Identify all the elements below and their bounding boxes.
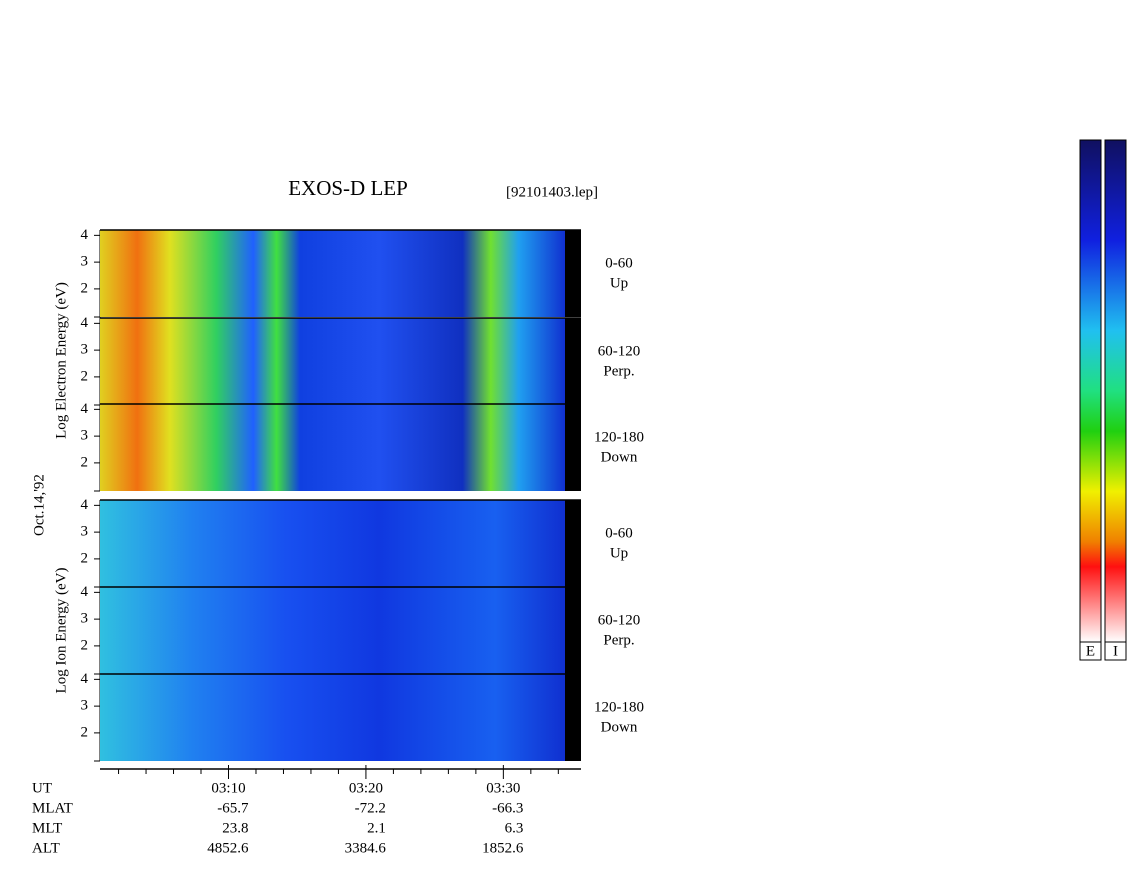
pitch-angle: 0-60: [605, 525, 633, 541]
x-tick-label: 03:10: [211, 780, 245, 796]
y-tick-label: 4: [81, 671, 89, 687]
y-tick-label: 2: [81, 454, 89, 470]
no-data-strip: [565, 587, 581, 674]
no-data-strip: [565, 230, 581, 317]
row-value: 2.1: [367, 820, 386, 836]
spectrogram: [100, 404, 565, 491]
file-name: [92101403.lep]: [506, 184, 598, 200]
row-value: -65.7: [217, 800, 249, 816]
no-data-strip: [565, 674, 581, 761]
row-value: -66.3: [492, 800, 523, 816]
row-value: 6.3: [505, 820, 524, 836]
pitch-angle: 0-60: [605, 255, 633, 271]
y-tick-label: 2: [81, 280, 89, 296]
no-data-strip: [565, 404, 581, 491]
color-bar: [1079, 139, 1102, 643]
y-tick-label: 2: [81, 368, 89, 384]
color-bar: [1104, 139, 1127, 643]
spectrogram: [100, 318, 565, 405]
direction: Down: [601, 449, 638, 465]
row-value: -72.2: [355, 800, 386, 816]
date: Oct.14,'92: [31, 474, 47, 536]
y-tick-label: 2: [81, 724, 89, 740]
row-value: 3384.6: [345, 840, 387, 856]
y-tick-label: 4: [81, 315, 89, 331]
y-tick-label: 3: [81, 342, 89, 358]
row-label: ALT: [32, 840, 60, 856]
y-tick-label: 4: [81, 401, 89, 417]
direction: Down: [601, 719, 638, 735]
y-axis-label: Log Ion Energy (eV): [53, 568, 69, 694]
spectrogram: [100, 674, 565, 761]
direction: Perp.: [603, 632, 634, 648]
pitch-angle: 120-180: [594, 429, 644, 445]
x-tick-label: 03:20: [349, 780, 383, 796]
row-value: 1852.6: [482, 840, 524, 856]
row-label: MLAT: [32, 800, 73, 816]
color-bar-box: [1079, 641, 1102, 661]
y-tick-label: 3: [81, 254, 89, 270]
no-data-strip: [565, 318, 581, 405]
title: EXOS-D LEP: [288, 176, 408, 200]
spectrogram: [100, 500, 565, 587]
y-axis-label: Log Electron Energy (eV): [53, 282, 69, 439]
y-tick-label: 4: [81, 227, 89, 243]
y-tick-label: 3: [81, 611, 89, 627]
spectrogram: [100, 587, 565, 674]
y-tick-label: 3: [81, 524, 89, 540]
pitch-angle: 60-120: [598, 343, 641, 359]
color-bar-label: I: [1113, 643, 1118, 659]
color-bar-box: [1104, 641, 1127, 661]
x-tick-label: 03:30: [486, 780, 520, 796]
row-label: UT: [32, 780, 52, 796]
y-tick-label: 4: [81, 584, 89, 600]
spectrogram: [100, 230, 565, 317]
no-data-strip: [565, 500, 581, 587]
row-value: 23.8: [222, 820, 248, 836]
pitch-angle: 120-180: [594, 699, 644, 715]
y-tick-label: 2: [81, 637, 89, 653]
row-label: MLT: [32, 820, 62, 836]
direction: Perp.: [603, 363, 634, 379]
direction: Up: [610, 275, 628, 291]
y-tick-label: 3: [81, 698, 89, 714]
direction: Up: [610, 545, 628, 561]
pitch-angle: 60-120: [598, 612, 641, 628]
y-tick-label: 3: [81, 428, 89, 444]
color-bar-label: E: [1086, 643, 1095, 659]
y-tick-label: 2: [81, 550, 89, 566]
y-tick-label: 4: [81, 497, 89, 513]
row-value: 4852.6: [207, 840, 249, 856]
